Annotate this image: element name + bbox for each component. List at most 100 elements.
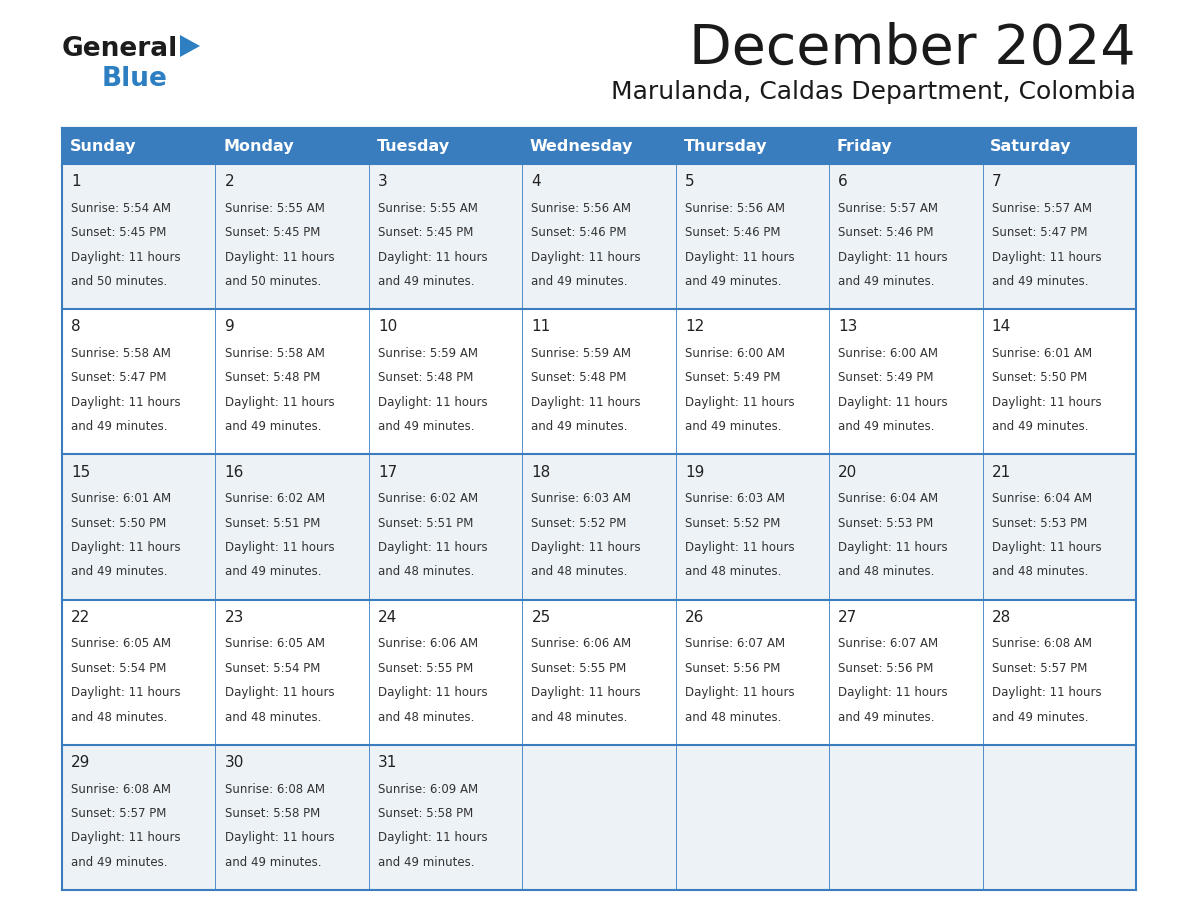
Text: 18: 18	[531, 465, 551, 479]
Bar	[62, 744, 215, 890]
Text: and 48 minutes.: and 48 minutes.	[531, 711, 628, 723]
Text: Sunrise: 5:55 AM: Sunrise: 5:55 AM	[225, 202, 324, 215]
Bar	[368, 128, 523, 164]
Text: 5: 5	[685, 174, 695, 189]
Text: 24: 24	[378, 610, 397, 625]
Text: Sunrise: 6:02 AM: Sunrise: 6:02 AM	[378, 492, 479, 505]
Text: and 49 minutes.: and 49 minutes.	[685, 274, 782, 288]
Bar	[676, 599, 829, 744]
Bar	[982, 599, 1136, 744]
Text: 12: 12	[685, 319, 704, 334]
Text: and 49 minutes.: and 49 minutes.	[378, 856, 474, 868]
Text: Daylight: 11 hours: Daylight: 11 hours	[839, 396, 948, 409]
Text: 26: 26	[685, 610, 704, 625]
Bar	[215, 164, 368, 309]
Text: Sunrise: 6:04 AM: Sunrise: 6:04 AM	[992, 492, 1092, 505]
Text: and 49 minutes.: and 49 minutes.	[531, 274, 628, 288]
Text: and 50 minutes.: and 50 minutes.	[71, 274, 168, 288]
Bar	[368, 454, 523, 599]
Text: Sunrise: 5:54 AM: Sunrise: 5:54 AM	[71, 202, 171, 215]
Text: Sunset: 5:53 PM: Sunset: 5:53 PM	[992, 517, 1087, 530]
Text: Daylight: 11 hours: Daylight: 11 hours	[531, 541, 642, 554]
Bar	[62, 599, 215, 744]
Text: and 48 minutes.: and 48 minutes.	[378, 565, 474, 578]
Text: Daylight: 11 hours: Daylight: 11 hours	[685, 251, 795, 263]
Bar	[982, 744, 1136, 890]
Text: Sunset: 5:52 PM: Sunset: 5:52 PM	[685, 517, 781, 530]
Text: Blue: Blue	[102, 66, 168, 92]
Text: Sunrise: 6:07 AM: Sunrise: 6:07 AM	[685, 637, 785, 650]
Text: 15: 15	[71, 465, 90, 479]
Text: Sunset: 5:45 PM: Sunset: 5:45 PM	[71, 226, 166, 240]
Bar	[829, 164, 982, 309]
Bar	[829, 744, 982, 890]
Bar	[215, 309, 368, 454]
Bar	[982, 309, 1136, 454]
Text: Daylight: 11 hours: Daylight: 11 hours	[71, 832, 181, 845]
Text: Daylight: 11 hours: Daylight: 11 hours	[378, 251, 488, 263]
Text: Daylight: 11 hours: Daylight: 11 hours	[992, 686, 1101, 700]
Text: 4: 4	[531, 174, 541, 189]
Text: Daylight: 11 hours: Daylight: 11 hours	[71, 686, 181, 700]
Text: Marulanda, Caldas Department, Colombia: Marulanda, Caldas Department, Colombia	[611, 80, 1136, 104]
Bar	[62, 164, 215, 309]
Text: Daylight: 11 hours: Daylight: 11 hours	[839, 541, 948, 554]
Bar	[676, 164, 829, 309]
Text: and 49 minutes.: and 49 minutes.	[225, 565, 321, 578]
Text: Sunset: 5:49 PM: Sunset: 5:49 PM	[685, 372, 781, 385]
Text: December 2024: December 2024	[689, 22, 1136, 76]
Text: and 49 minutes.: and 49 minutes.	[685, 420, 782, 433]
Text: and 48 minutes.: and 48 minutes.	[378, 711, 474, 723]
Text: 1: 1	[71, 174, 81, 189]
Text: Sunset: 5:56 PM: Sunset: 5:56 PM	[839, 662, 934, 675]
Text: and 49 minutes.: and 49 minutes.	[992, 711, 1088, 723]
Text: General: General	[62, 36, 178, 62]
Text: Sunrise: 5:57 AM: Sunrise: 5:57 AM	[839, 202, 939, 215]
Text: and 49 minutes.: and 49 minutes.	[839, 274, 935, 288]
Text: Sunrise: 6:08 AM: Sunrise: 6:08 AM	[992, 637, 1092, 650]
Text: 25: 25	[531, 610, 551, 625]
Text: and 48 minutes.: and 48 minutes.	[531, 565, 628, 578]
Bar	[982, 128, 1136, 164]
Text: 10: 10	[378, 319, 397, 334]
Text: Sunset: 5:48 PM: Sunset: 5:48 PM	[378, 372, 474, 385]
Text: 21: 21	[992, 465, 1011, 479]
Bar	[829, 128, 982, 164]
Text: 20: 20	[839, 465, 858, 479]
Text: Sunset: 5:57 PM: Sunset: 5:57 PM	[992, 662, 1087, 675]
Text: Sunset: 5:55 PM: Sunset: 5:55 PM	[378, 662, 473, 675]
Text: Sunset: 5:45 PM: Sunset: 5:45 PM	[378, 226, 474, 240]
Text: 9: 9	[225, 319, 234, 334]
Text: Sunset: 5:53 PM: Sunset: 5:53 PM	[839, 517, 934, 530]
Text: Sunrise: 6:00 AM: Sunrise: 6:00 AM	[685, 347, 785, 360]
Text: Daylight: 11 hours: Daylight: 11 hours	[685, 396, 795, 409]
Text: Daylight: 11 hours: Daylight: 11 hours	[685, 541, 795, 554]
Text: Sunrise: 5:55 AM: Sunrise: 5:55 AM	[378, 202, 478, 215]
Text: Sunrise: 6:01 AM: Sunrise: 6:01 AM	[992, 347, 1092, 360]
Text: Sunrise: 6:03 AM: Sunrise: 6:03 AM	[685, 492, 785, 505]
Text: Sunset: 5:47 PM: Sunset: 5:47 PM	[71, 372, 166, 385]
Text: Sunrise: 6:05 AM: Sunrise: 6:05 AM	[71, 637, 171, 650]
Bar	[215, 128, 368, 164]
Text: Sunrise: 5:59 AM: Sunrise: 5:59 AM	[531, 347, 632, 360]
Text: Sunrise: 6:01 AM: Sunrise: 6:01 AM	[71, 492, 171, 505]
Bar	[523, 164, 676, 309]
Text: and 48 minutes.: and 48 minutes.	[992, 565, 1088, 578]
Text: Sunrise: 6:09 AM: Sunrise: 6:09 AM	[378, 782, 479, 796]
Text: Wednesday: Wednesday	[530, 139, 633, 153]
Text: Sunset: 5:46 PM: Sunset: 5:46 PM	[531, 226, 627, 240]
Bar	[62, 454, 215, 599]
Text: Daylight: 11 hours: Daylight: 11 hours	[225, 251, 334, 263]
Text: and 50 minutes.: and 50 minutes.	[225, 274, 321, 288]
Bar	[368, 599, 523, 744]
Text: Sunset: 5:54 PM: Sunset: 5:54 PM	[225, 662, 320, 675]
Text: 28: 28	[992, 610, 1011, 625]
Text: Daylight: 11 hours: Daylight: 11 hours	[531, 396, 642, 409]
Text: Sunset: 5:51 PM: Sunset: 5:51 PM	[378, 517, 474, 530]
Text: Sunrise: 6:06 AM: Sunrise: 6:06 AM	[378, 637, 479, 650]
Text: Sunset: 5:54 PM: Sunset: 5:54 PM	[71, 662, 166, 675]
Text: Sunrise: 6:03 AM: Sunrise: 6:03 AM	[531, 492, 632, 505]
Text: Sunset: 5:57 PM: Sunset: 5:57 PM	[71, 807, 166, 820]
Text: Sunrise: 6:00 AM: Sunrise: 6:00 AM	[839, 347, 939, 360]
Text: Sunset: 5:48 PM: Sunset: 5:48 PM	[225, 372, 320, 385]
